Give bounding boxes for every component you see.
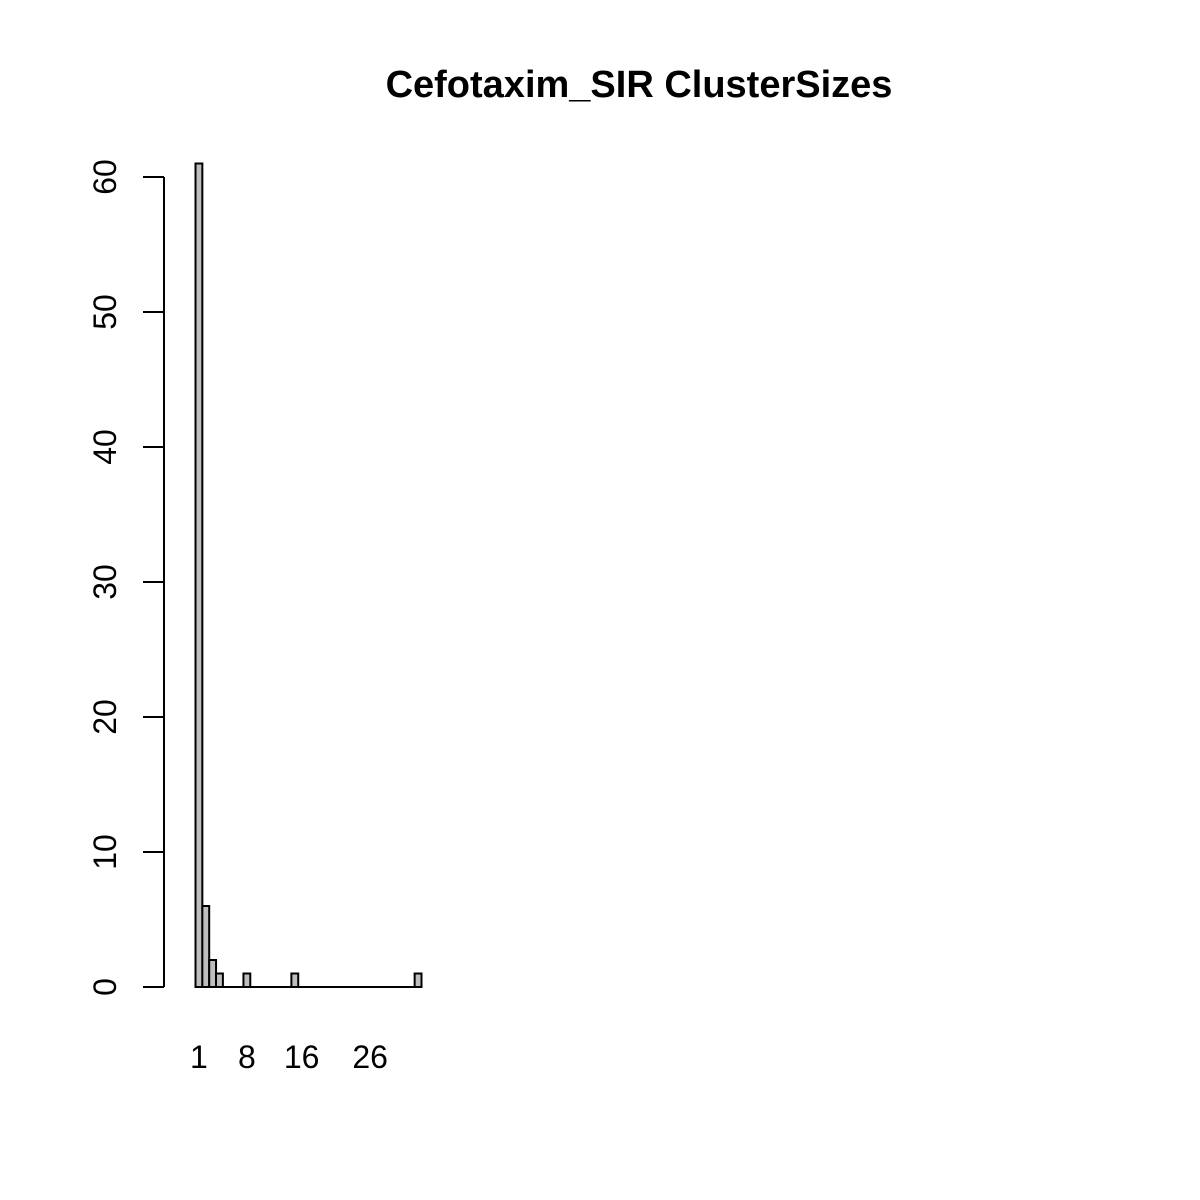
y-tick-label: 10 bbox=[87, 834, 123, 870]
y-axis: 0 10 20 30 40 50 60 bbox=[87, 159, 165, 996]
y-tick-label: 60 bbox=[87, 159, 123, 195]
x-tick-label: 1 bbox=[190, 1039, 208, 1075]
y-tick-label: 40 bbox=[87, 429, 123, 465]
bars bbox=[194, 162, 423, 988]
y-tick-label: 50 bbox=[87, 294, 123, 330]
y-tick-label: 20 bbox=[87, 699, 123, 735]
bar bbox=[290, 972, 300, 988]
bar bbox=[194, 162, 204, 988]
bar bbox=[242, 972, 252, 988]
x-axis-labels: 1 8 16 26 bbox=[190, 1039, 388, 1075]
bar bbox=[413, 972, 423, 988]
bar bbox=[201, 905, 211, 988]
y-tick-label: 0 bbox=[87, 978, 123, 996]
chart-title: Cefotaxim_SIR ClusterSizes bbox=[386, 64, 893, 106]
y-tick-label: 30 bbox=[87, 564, 123, 600]
x-tick-label: 16 bbox=[284, 1039, 320, 1075]
bar bbox=[215, 972, 224, 988]
x-tick-label: 8 bbox=[238, 1039, 256, 1075]
bar bbox=[208, 959, 218, 988]
x-tick-label: 26 bbox=[352, 1039, 388, 1075]
